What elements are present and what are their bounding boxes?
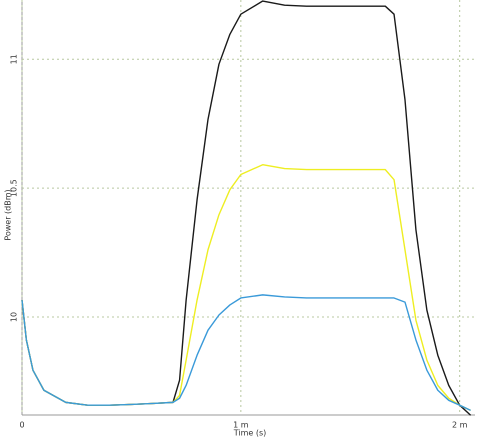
series-line — [21, 164, 471, 411]
x-tick-label: 0 — [19, 421, 24, 430]
series-line — [21, 294, 471, 411]
x-tick-label: 1 m — [233, 421, 249, 430]
y-axis-label: Power (dBm) — [4, 189, 13, 240]
y-tick-label: 10.5 — [10, 179, 19, 197]
series-line — [21, 0, 472, 416]
y-tick-label: 10 — [10, 312, 19, 322]
x-axis-label: Time (s) — [233, 429, 267, 438]
y-tick-label: 11 — [10, 54, 19, 64]
x-tick-label: 2 m — [452, 421, 468, 430]
